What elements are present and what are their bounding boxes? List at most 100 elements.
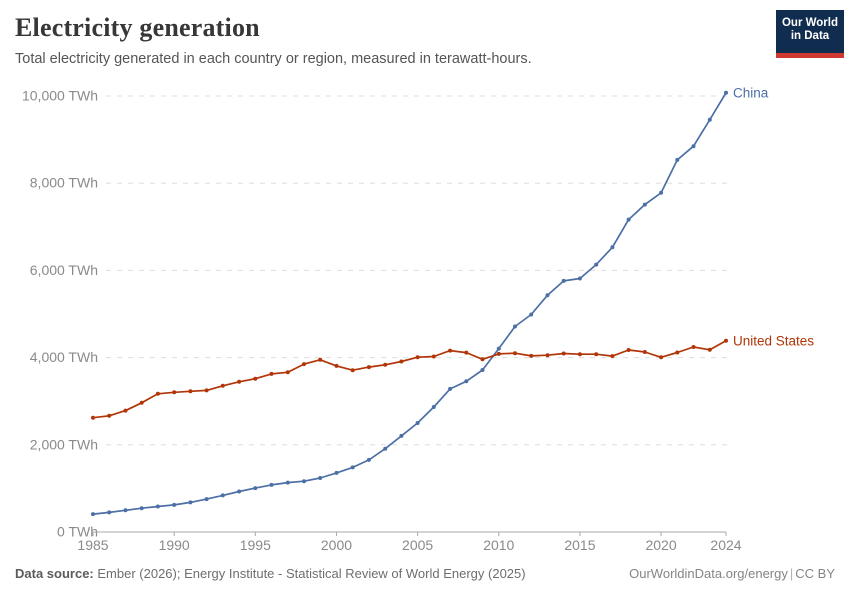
series-marker	[415, 421, 420, 425]
series-line-united-states	[92, 339, 727, 419]
series-marker	[626, 348, 631, 352]
chart-footer: Data source: Ember (2026); Energy Instit…	[15, 566, 835, 581]
x-tick-label: 1990	[159, 537, 190, 553]
series-marker	[496, 351, 501, 356]
series-line-china	[92, 91, 727, 515]
license-note: OurWorldinData.org/energy | CC BY	[629, 566, 835, 581]
y-tick-label: 8,000 TWh	[30, 175, 98, 191]
series-marker	[91, 415, 95, 420]
page-subtitle: Total electricity generated in each coun…	[15, 51, 532, 67]
x-tick-label: 1985	[77, 537, 108, 553]
series-marker	[513, 324, 517, 329]
y-tick-label: 10,000 TWh	[22, 88, 98, 104]
series-marker	[610, 354, 615, 359]
series-marker	[318, 357, 323, 362]
series-marker	[188, 389, 193, 394]
series-marker	[675, 350, 680, 355]
series-marker	[431, 405, 436, 409]
series-marker	[302, 479, 306, 484]
data-source-text: Ember (2026); Energy Institute - Statist…	[97, 566, 526, 581]
series-marker	[188, 500, 193, 505]
owid-url[interactable]: OurWorldinData.org/energy	[629, 566, 788, 581]
y-tick-label: 4,000 TWh	[30, 349, 98, 365]
series-marker	[513, 351, 517, 356]
series-marker	[448, 348, 453, 353]
x-tick-label: 2010	[483, 537, 514, 553]
series-marker	[107, 413, 112, 418]
chart-header: Electricity generation Total electricity…	[15, 10, 844, 68]
series-marker	[366, 457, 371, 462]
series-marker	[724, 90, 728, 95]
y-tick-label: 6,000 TWh	[30, 262, 98, 278]
series-marker	[237, 379, 242, 384]
x-tick-label: 1995	[240, 537, 271, 553]
series-marker	[237, 489, 242, 494]
series-marker	[480, 357, 485, 362]
series-marker	[155, 391, 160, 396]
owid-logo: Our World in Data	[776, 10, 844, 58]
owid-logo-line1: Our World	[781, 17, 838, 29]
series-marker	[529, 312, 534, 317]
series-marker	[707, 347, 712, 352]
series-marker	[707, 117, 712, 122]
series-marker	[139, 400, 144, 405]
series-marker	[545, 293, 550, 298]
x-tick-label: 2020	[645, 537, 676, 553]
series-marker	[561, 278, 566, 283]
series-marker	[415, 355, 420, 360]
series-marker	[545, 353, 550, 358]
series-marker	[155, 504, 160, 509]
series-marker	[496, 346, 501, 351]
x-tick-label: 2015	[564, 537, 595, 553]
x-tick-label: 2000	[321, 537, 352, 553]
page-title: Electricity generation	[15, 13, 260, 42]
series-marker	[123, 508, 128, 513]
series-marker	[285, 480, 290, 485]
series-marker	[464, 350, 469, 355]
series-marker	[399, 433, 404, 438]
series-marker	[107, 510, 112, 515]
series-marker	[285, 370, 290, 375]
series-marker	[594, 352, 599, 357]
series-marker	[366, 365, 371, 370]
y-tick-label: 2,000 TWh	[30, 436, 98, 452]
series-marker	[139, 506, 144, 511]
series-marker	[594, 262, 599, 267]
series-marker	[334, 470, 339, 475]
series-marker	[302, 362, 306, 367]
footer-separator: |	[789, 566, 794, 581]
series-marker	[529, 353, 534, 358]
series-label-china: China	[733, 85, 769, 100]
series-marker	[577, 352, 582, 357]
series-marker	[431, 354, 436, 359]
series-marker	[561, 351, 566, 356]
series-marker	[464, 379, 469, 384]
series-marker	[675, 157, 680, 162]
series-marker	[220, 493, 225, 498]
series-marker	[253, 486, 258, 491]
series-marker	[269, 482, 274, 487]
series-marker	[480, 368, 485, 372]
owid-logo-line2: in Data	[790, 30, 830, 42]
series-marker	[448, 386, 453, 391]
series-marker	[691, 144, 696, 149]
series-marker	[383, 446, 388, 451]
series-marker	[642, 350, 647, 354]
series-marker	[172, 390, 177, 395]
series-marker	[659, 355, 664, 360]
series-marker	[577, 276, 582, 281]
series-marker	[204, 388, 209, 393]
series-marker	[220, 383, 225, 388]
series-marker	[91, 512, 95, 517]
series-marker	[204, 497, 209, 502]
series-marker	[334, 363, 339, 368]
series-marker	[253, 376, 258, 381]
series-marker	[318, 476, 323, 480]
series-marker	[383, 362, 388, 367]
series-marker	[610, 245, 615, 250]
series-marker	[626, 217, 631, 222]
series-marker	[642, 202, 647, 207]
data-source-label: Data source:	[15, 566, 94, 581]
